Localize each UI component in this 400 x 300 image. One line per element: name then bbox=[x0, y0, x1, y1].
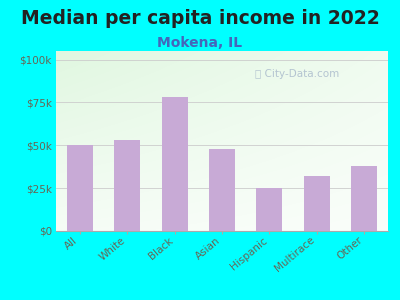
Text: Mokena, IL: Mokena, IL bbox=[158, 36, 242, 50]
Text: Median per capita income in 2022: Median per capita income in 2022 bbox=[21, 9, 379, 28]
Bar bbox=[162, 97, 188, 231]
Bar bbox=[209, 149, 235, 231]
Bar bbox=[67, 145, 93, 231]
Bar bbox=[114, 140, 140, 231]
Bar bbox=[256, 188, 282, 231]
Bar bbox=[351, 166, 377, 231]
Bar bbox=[304, 176, 330, 231]
Text: ⓘ City-Data.com: ⓘ City-Data.com bbox=[255, 69, 340, 79]
